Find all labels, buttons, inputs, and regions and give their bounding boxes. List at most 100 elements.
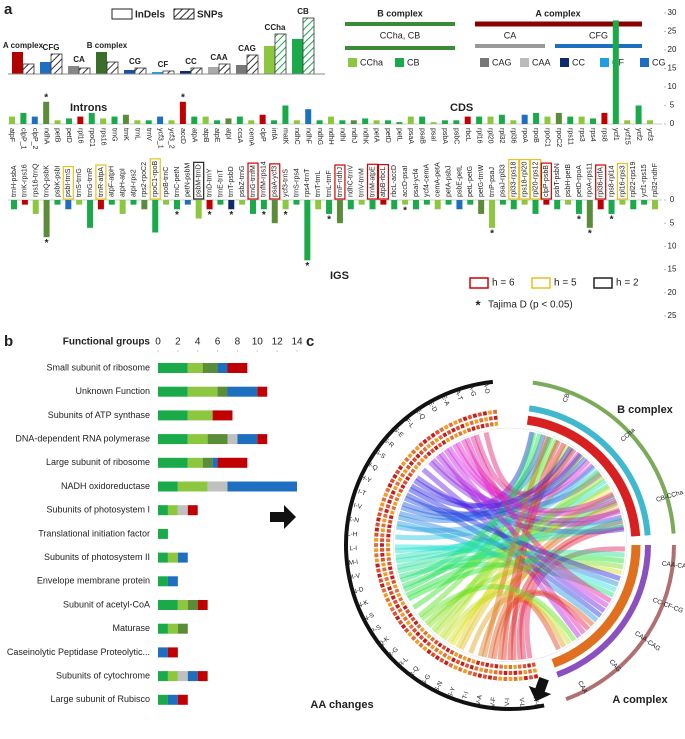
bar-segment bbox=[158, 529, 168, 539]
gene-label: rpoB bbox=[532, 128, 539, 143]
ring-segment bbox=[484, 419, 488, 420]
gene-label: ndhC bbox=[293, 128, 300, 145]
gene-bar bbox=[317, 120, 323, 124]
section-label: IGS bbox=[330, 270, 349, 282]
bar-segment bbox=[228, 387, 258, 397]
gene-bar bbox=[248, 120, 254, 124]
ring-segment bbox=[389, 525, 390, 528]
gene-label: rbcL bbox=[464, 128, 471, 142]
igs-label: psbE-petL bbox=[456, 165, 463, 197]
tajima-star: * bbox=[284, 210, 288, 221]
group-label: CA bbox=[504, 30, 517, 40]
ring-segment bbox=[404, 606, 406, 609]
igs-bar bbox=[565, 200, 571, 205]
tajima-star: * bbox=[327, 215, 331, 226]
igs-bar bbox=[217, 200, 223, 205]
igs-label: ycf4-cemA bbox=[424, 164, 431, 197]
legend-star: * bbox=[475, 297, 481, 312]
group-label: A complex bbox=[535, 8, 580, 18]
igs-label: rpl36-infA bbox=[598, 167, 605, 197]
category-label: Subunits of ATP synthase bbox=[48, 410, 150, 420]
ring-segment bbox=[470, 667, 473, 668]
igs-bar bbox=[511, 200, 517, 209]
gene-bar bbox=[32, 117, 38, 124]
gene-label: atpI bbox=[225, 128, 232, 140]
igs-label: petN-psbM bbox=[185, 163, 192, 197]
ring-segment bbox=[397, 482, 399, 485]
legend-swatch bbox=[112, 9, 132, 19]
ring-segment bbox=[490, 665, 493, 666]
bar-segment bbox=[208, 482, 228, 492]
gene-bar bbox=[624, 120, 630, 124]
gene-label: ndhA bbox=[42, 128, 49, 145]
ring-segment bbox=[448, 657, 451, 659]
ring-segment bbox=[529, 677, 533, 678]
igs-bar bbox=[250, 200, 256, 214]
ring-segment bbox=[439, 436, 442, 438]
bar-segment bbox=[168, 647, 178, 657]
tajima-star: * bbox=[175, 210, 179, 221]
category-label: Large subunit of Rubisco bbox=[50, 694, 150, 704]
gene-bar bbox=[431, 122, 437, 124]
category-label: Large subunit of ribosome bbox=[46, 457, 150, 467]
ring-segment bbox=[459, 420, 462, 421]
arc-label: V-F bbox=[489, 697, 497, 708]
ring-segment bbox=[449, 664, 452, 666]
ring-segment bbox=[392, 576, 393, 579]
y-tick-label: 15 bbox=[668, 265, 677, 274]
legend-swatch bbox=[348, 58, 357, 67]
igs-bar bbox=[348, 200, 354, 209]
ring-segment bbox=[432, 654, 435, 656]
ring-segment bbox=[394, 475, 396, 478]
igs-bar bbox=[370, 200, 376, 209]
bar-segment bbox=[158, 695, 168, 705]
ring-segment bbox=[385, 572, 386, 575]
igs-label: rps4-trnT bbox=[304, 168, 311, 197]
legend-label: CG bbox=[652, 57, 666, 67]
gene-label: cemA bbox=[247, 128, 254, 146]
ring-segment bbox=[389, 500, 390, 503]
bar-segment bbox=[208, 434, 228, 444]
bar-group-label: CF bbox=[158, 60, 169, 69]
ring-segment bbox=[412, 451, 415, 454]
igs-bar bbox=[500, 200, 506, 205]
ring-segment bbox=[394, 612, 396, 615]
bar-segment bbox=[178, 671, 188, 681]
bar-segment bbox=[198, 600, 208, 610]
igs-bar bbox=[630, 200, 636, 209]
ring-segment bbox=[402, 625, 404, 628]
ring-segment bbox=[393, 506, 394, 509]
gene-bar bbox=[112, 117, 118, 124]
ring-segment bbox=[475, 421, 478, 422]
igs-label: rps16-trnQ bbox=[33, 163, 40, 197]
igs-bar bbox=[120, 200, 126, 214]
bar-segment bbox=[158, 482, 178, 492]
igs-label: trnP-psaJ bbox=[489, 167, 496, 197]
gene-bar bbox=[169, 120, 175, 124]
gene-label: rpl16 bbox=[77, 128, 84, 144]
gene-label: ccsA bbox=[236, 128, 243, 144]
ring-segment bbox=[445, 426, 448, 428]
arc-label: G-S bbox=[373, 448, 387, 461]
ring-segment bbox=[391, 571, 392, 574]
igs-bar bbox=[424, 200, 430, 205]
ring-segment bbox=[383, 589, 384, 593]
ring-segment bbox=[397, 616, 399, 619]
gene-bar bbox=[442, 120, 448, 124]
legend-label: CCha bbox=[360, 57, 383, 67]
ring-segment bbox=[398, 493, 399, 496]
ring-segment bbox=[389, 587, 390, 590]
gene-bar bbox=[89, 113, 95, 124]
bar-segment bbox=[168, 695, 178, 705]
ring-segment bbox=[452, 659, 455, 661]
bar bbox=[107, 62, 118, 74]
section-label: CDS bbox=[450, 102, 473, 114]
gene-label: ndhJ bbox=[350, 128, 357, 143]
gene-label: petD bbox=[384, 128, 391, 143]
igs-label: trnT-psbD bbox=[228, 166, 235, 197]
group-label: CFG bbox=[589, 30, 608, 40]
gene-bar bbox=[533, 113, 539, 124]
gene-label: atpA bbox=[190, 128, 197, 143]
gene-bar bbox=[123, 115, 129, 124]
arc-label: V-A bbox=[475, 694, 484, 706]
